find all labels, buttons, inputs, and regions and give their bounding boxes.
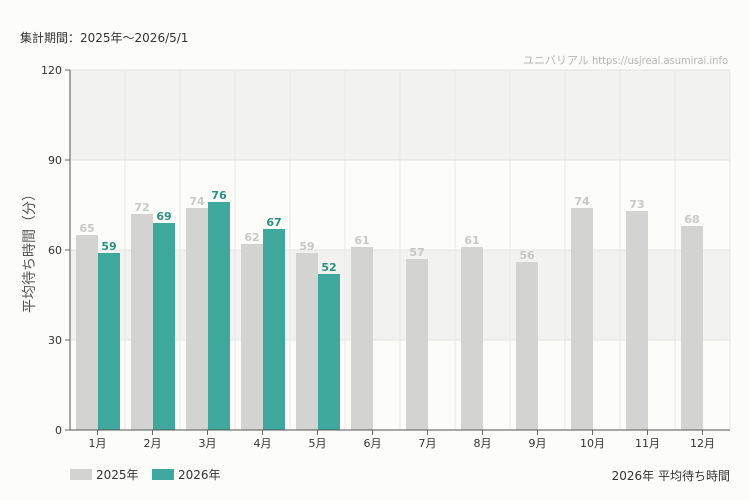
bar-2025 [296, 253, 318, 430]
site-watermark: ユニバリアル https://usjreal.asumirai.info [522, 54, 728, 67]
x-tick-label: 12月 [690, 437, 715, 450]
y-tick-label: 90 [48, 154, 62, 167]
bar-2026 [318, 274, 340, 430]
y-tick-label: 120 [41, 64, 62, 77]
data-label-2025: 56 [519, 249, 535, 262]
bar-2025 [76, 235, 98, 430]
bar-2026 [208, 202, 230, 430]
data-label-2026: 67 [266, 216, 281, 229]
data-label-2026: 59 [101, 240, 116, 253]
data-label-2025: 72 [134, 201, 149, 214]
bar-2026 [153, 223, 175, 430]
x-tick-label: 6月 [364, 437, 382, 450]
data-label-2026: 69 [156, 210, 171, 223]
x-tick-label: 5月 [309, 437, 327, 450]
data-label-2025: 74 [189, 195, 205, 208]
data-label-2025: 59 [299, 240, 314, 253]
data-label-2025: 68 [684, 213, 699, 226]
x-tick-label: 3月 [199, 437, 217, 450]
x-tick-label: 8月 [474, 437, 492, 450]
data-label-2025: 61 [354, 234, 369, 247]
bar-2026 [98, 253, 120, 430]
data-label-2026: 76 [211, 189, 227, 202]
legend-swatch-2025 [70, 469, 92, 480]
bar-2025 [461, 247, 483, 430]
x-tick-label: 2月 [144, 437, 162, 450]
bar-2025 [241, 244, 263, 430]
data-label-2025: 74 [574, 195, 590, 208]
bar-2025 [571, 208, 593, 430]
x-tick-label: 10月 [580, 437, 605, 450]
bar-2025 [406, 259, 428, 430]
y-tick-label: 60 [48, 244, 62, 257]
bar-2025 [186, 208, 208, 430]
legend-label-2025: 2025年 [96, 468, 139, 482]
data-label-2026: 52 [321, 261, 336, 274]
bar-2026 [263, 229, 285, 430]
y-axis-label: 平均待ち時間（分） [22, 187, 38, 313]
chart-title: 2026年 平均待ち時間 [611, 469, 730, 483]
bar-2025 [131, 214, 153, 430]
data-label-2025: 73 [629, 198, 644, 211]
legend-label-2026: 2026年 [178, 468, 221, 482]
legend-swatch-2026 [152, 469, 174, 480]
bar-2025 [351, 247, 373, 430]
aggregation-period: 集計期間：2025年〜2026/5/1 [20, 31, 189, 45]
data-label-2025: 57 [409, 246, 424, 259]
data-label-2025: 61 [464, 234, 479, 247]
bar-2025 [681, 226, 703, 430]
x-tick-label: 4月 [254, 437, 272, 450]
x-tick-label: 1月 [89, 437, 107, 450]
x-tick-label: 11月 [635, 437, 660, 450]
x-tick-label: 9月 [529, 437, 547, 450]
y-tick-label: 0 [55, 424, 62, 437]
data-label-2025: 65 [79, 222, 94, 235]
bar-2025 [626, 211, 648, 430]
bar-2025 [516, 262, 538, 430]
y-tick-label: 30 [48, 334, 62, 347]
data-label-2025: 62 [244, 231, 259, 244]
x-tick-label: 7月 [419, 437, 437, 450]
